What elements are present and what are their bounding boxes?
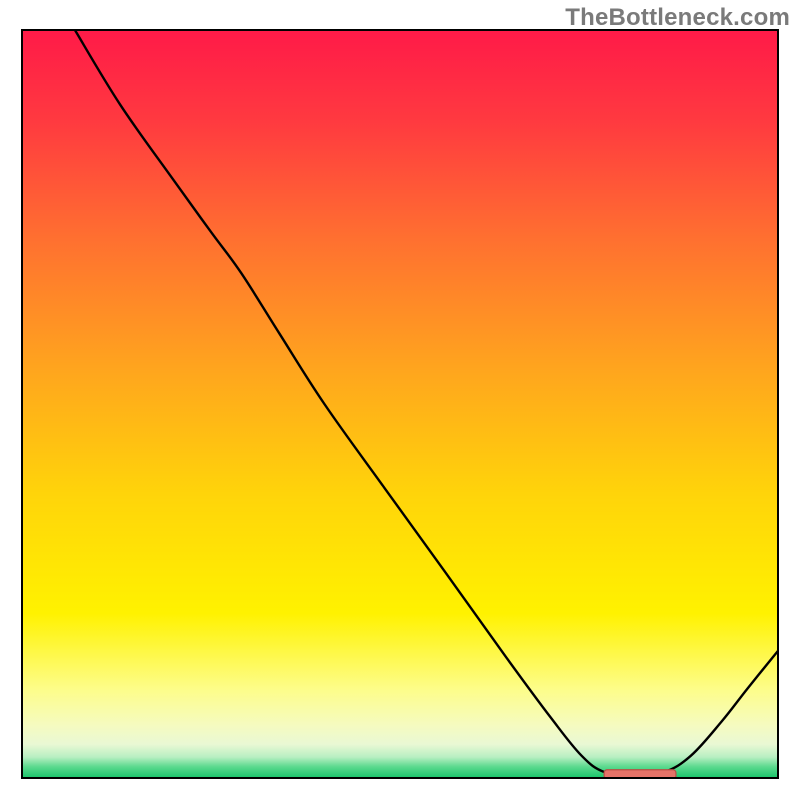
bottleneck-chart (0, 0, 800, 800)
chart-gradient-background (22, 30, 778, 778)
watermark-text: TheBottleneck.com (565, 4, 790, 32)
